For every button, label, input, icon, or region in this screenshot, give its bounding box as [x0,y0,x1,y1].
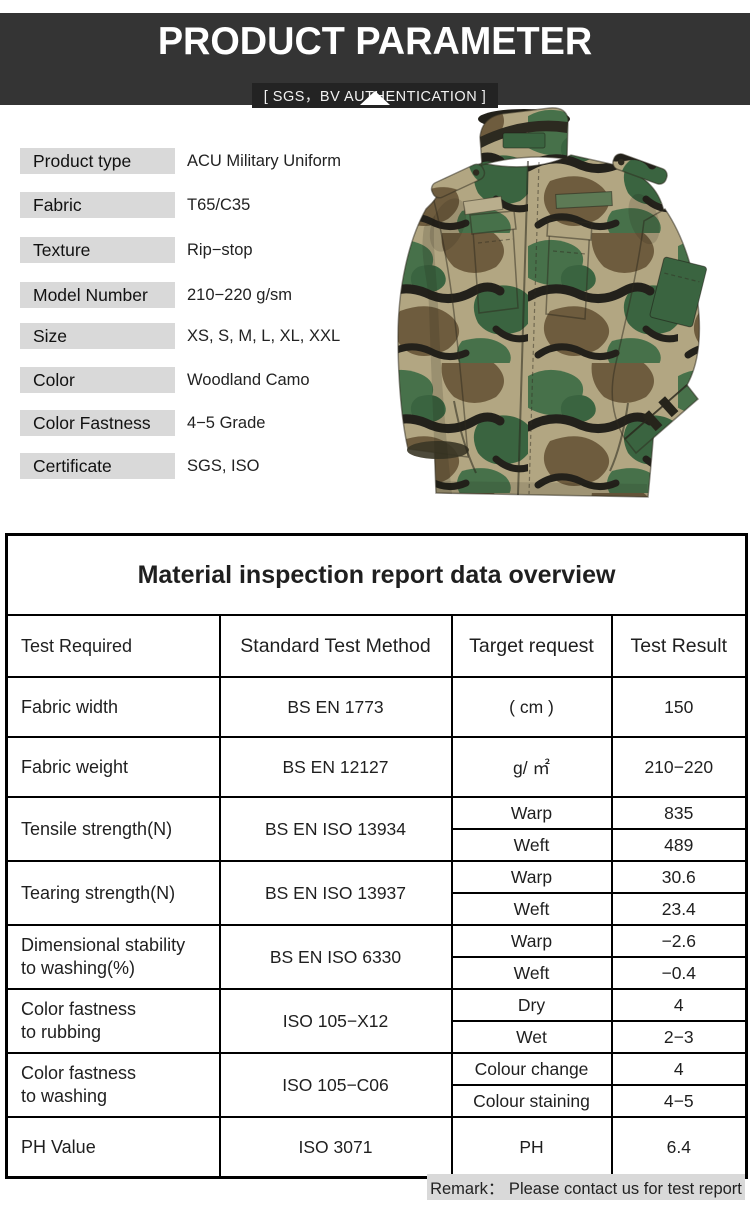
cell-request: Weft [450,892,613,926]
page-title: PRODUCT PARAMETER [157,20,593,63]
jacket-left-sleeve [397,199,469,458]
spec-row-fabric: Fabric T65/C35 [20,192,250,218]
cell-result: 6.4 [610,1116,748,1179]
spec-label: Certificate [20,453,175,479]
table-row: Weft 23.4 [7,892,748,926]
cell-method: BS EN ISO 6330 [218,924,453,990]
column-header-target-request: Target request [450,614,613,678]
cell-request: Warp [450,860,613,894]
cell-test: PH Value [5,1116,221,1179]
column-header-test-required: Test Required [5,614,221,678]
cell-request: PH [450,1116,613,1179]
cell-request: Wet [450,1020,613,1054]
spec-label: Fabric [20,192,175,218]
cell-result: 2−3 [610,1020,748,1054]
cell-request: g/ ㎡ [450,736,613,798]
table-row: Fabric weight BS EN 12127 g/ ㎡ 210−220 [5,736,748,798]
inspection-table: Material inspection report data overview… [5,533,749,1179]
spec-label: Color Fastness [20,410,175,436]
cell-test: Fabric weight [5,736,221,798]
cell-method: BS EN 12127 [218,736,453,798]
cell-method: ISO 105−C06 [218,1052,453,1118]
cell-test: Color fastness to rubbing [5,988,221,1054]
inspection-report: Material inspection report data overview… [5,533,749,1179]
spec-label: Product type [20,148,175,174]
cell-method: BS EN ISO 13937 [218,860,453,926]
spec-value: ACU Military Uniform [187,151,342,170]
cell-method: ISO 105−X12 [218,988,453,1054]
cell-request: Colour change [450,1052,613,1086]
cell-request: Warp [450,796,613,830]
cell-result: 835 [610,796,748,830]
spec-value: 210−220 g/sm [187,285,293,304]
table-row: Weft −0.4 [7,956,748,990]
table-row: Dimensional stability to washing(%) BS E… [5,924,748,990]
jacket [397,107,707,498]
cell-result: 150 [610,676,748,738]
remark-bar: Remark： Please contact us for test repor… [427,1174,745,1200]
cell-result: 210−220 [610,736,748,798]
cell-test: Tensile strength(N) [5,796,221,862]
cell-result: −2.6 [610,924,748,958]
table-row: Weft 489 [7,828,748,862]
table-row: Tearing strength(N) BS EN ISO 13937 Warp… [5,860,748,926]
spec-row-color-fastness: Color Fastness 4−5 Grade [20,410,265,436]
column-header-test-result: Test Result [610,614,748,678]
column-header-standard-test-method: Standard Test Method [218,614,453,678]
cell-request: Weft [450,956,613,990]
header-band: PRODUCT PARAMETER [ SGS，BV AUTHENTICATIO… [0,13,750,108]
spec-row-certificate: Certificate SGS, ISO [20,453,259,479]
notch-triangle-icon [360,91,390,105]
spec-row-texture: Texture Rip−stop [20,237,253,263]
cell-request: Colour staining [450,1084,613,1118]
cell-test: Fabric width [5,676,221,738]
table-row: Colour staining 4−5 [7,1084,748,1118]
table-row: Color fastness to washing ISO 105−C06 Co… [5,1052,748,1118]
spec-row-size: Size XS, S, M, L, XL, XXL [20,323,340,349]
cell-request: Warp [450,924,613,958]
spec-value: XS, S, M, L, XL, XXL [187,326,341,345]
cell-method: BS EN 1773 [218,676,453,738]
spec-value: SGS, ISO [187,456,260,475]
spec-value: 4−5 Grade [187,413,266,432]
spec-row-color: Color Woodland Camo [20,367,310,393]
table-row: Wet 2−3 [7,1020,748,1054]
cell-result: 23.4 [610,892,748,926]
table-row: PH Value ISO 3071 PH 6.4 [5,1116,748,1179]
cell-result: −0.4 [610,956,748,990]
cell-request: ( cm ) [450,676,613,738]
spec-label: Color [20,367,175,393]
cell-result: 4−5 [610,1084,748,1118]
spec-value: T65/C35 [187,195,251,214]
spec-label: Model Number [20,282,175,308]
spec-label: Size [20,323,175,349]
spec-row-product-type: Product type ACU Military Uniform [20,148,341,174]
cell-result: 489 [610,828,748,862]
cell-request: Dry [450,988,613,1022]
product-photo-woodland-jacket [397,107,707,498]
spec-value: Woodland Camo [187,370,310,389]
spec-row-model-number: Model Number 210−220 g/sm [20,282,292,308]
cell-request: Weft [450,828,613,862]
table-row: Tensile strength(N) BS EN ISO 13934 Warp… [5,796,748,862]
table-row: Color fastness to rubbing ISO 105−X12 Dr… [5,988,748,1054]
cell-test: Dimensional stability to washing(%) [5,924,221,990]
spec-value: Rip−stop [187,240,253,259]
cell-method: BS EN ISO 13934 [218,796,453,862]
cell-test: Tearing strength(N) [5,860,221,926]
cell-result: 4 [610,988,748,1022]
spec-label: Texture [20,237,175,263]
table-title: Material inspection report data overview [5,533,748,616]
cell-method: ISO 3071 [218,1116,453,1179]
cell-result: 4 [610,1052,748,1086]
table-row: Fabric width BS EN 1773 ( cm ) 150 [5,676,748,738]
cell-test: Color fastness to washing [5,1052,221,1118]
cell-result: 30.6 [610,860,748,894]
